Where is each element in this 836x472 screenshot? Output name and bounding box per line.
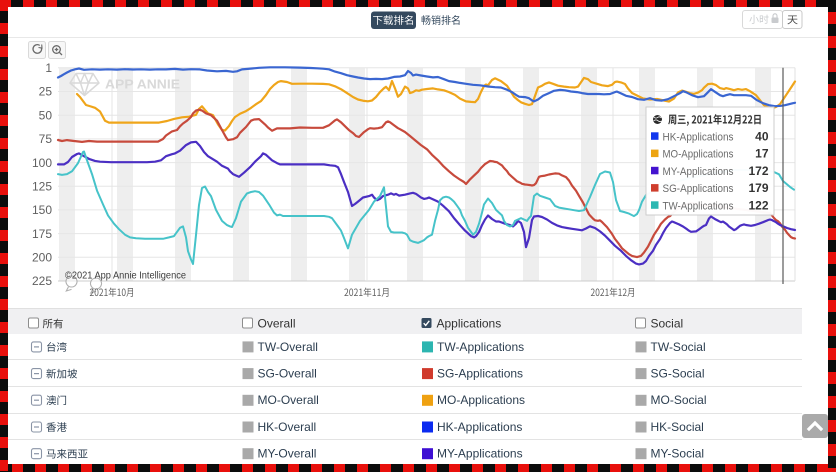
svg-text:©2021 App Annie Intelligence: ©2021 App Annie Intelligence <box>65 270 186 282</box>
svg-text:MY-Applications: MY-Applications <box>437 447 523 461</box>
svg-text:SG-Applications: SG-Applications <box>437 367 523 381</box>
svg-text:MY-Social: MY-Social <box>651 447 705 461</box>
svg-text:MO-Applications: MO-Applications <box>437 393 525 407</box>
svg-text:100: 100 <box>32 156 52 170</box>
svg-text:122: 122 <box>748 198 768 212</box>
svg-text:TW-Applications: TW-Applications <box>663 200 734 212</box>
svg-text:1: 1 <box>45 61 52 75</box>
svg-text:APP ANNIE: APP ANNIE <box>105 78 180 92</box>
svg-text:25: 25 <box>39 85 53 99</box>
svg-text:40: 40 <box>755 129 769 143</box>
svg-text:179: 179 <box>748 181 768 195</box>
svg-text:HK-Social: HK-Social <box>651 420 704 434</box>
svg-text:SG-Social: SG-Social <box>651 367 705 381</box>
svg-text:Social: Social <box>651 317 684 331</box>
svg-text:MO-Social: MO-Social <box>651 393 707 407</box>
svg-text:SG-Overall: SG-Overall <box>258 367 317 381</box>
svg-text:75: 75 <box>39 132 53 146</box>
svg-text:125: 125 <box>32 179 52 193</box>
svg-text:225: 225 <box>32 274 52 288</box>
svg-text:Applications: Applications <box>437 317 502 331</box>
svg-text:200: 200 <box>32 251 52 265</box>
svg-text:TW-Applications: TW-Applications <box>437 340 524 354</box>
svg-text:150: 150 <box>32 203 52 217</box>
svg-text:TW-Overall: TW-Overall <box>258 340 318 354</box>
svg-text:HK-Applications: HK-Applications <box>437 420 522 434</box>
svg-text:Overall: Overall <box>258 317 296 331</box>
svg-text:MY-Overall: MY-Overall <box>258 447 317 461</box>
svg-text:MY-Applications: MY-Applications <box>663 166 734 178</box>
svg-text:MO-Overall: MO-Overall <box>258 393 319 407</box>
svg-text:50: 50 <box>39 108 53 122</box>
svg-text:MO-Applications: MO-Applications <box>663 149 734 161</box>
svg-text:TW-Social: TW-Social <box>651 340 706 354</box>
svg-text:HK-Applications: HK-Applications <box>663 131 734 143</box>
svg-text:172: 172 <box>748 164 768 178</box>
svg-text:SG-Applications: SG-Applications <box>663 183 734 195</box>
svg-text:17: 17 <box>755 147 769 161</box>
svg-text:HK-Overall: HK-Overall <box>258 420 317 434</box>
svg-text:175: 175 <box>32 227 52 241</box>
